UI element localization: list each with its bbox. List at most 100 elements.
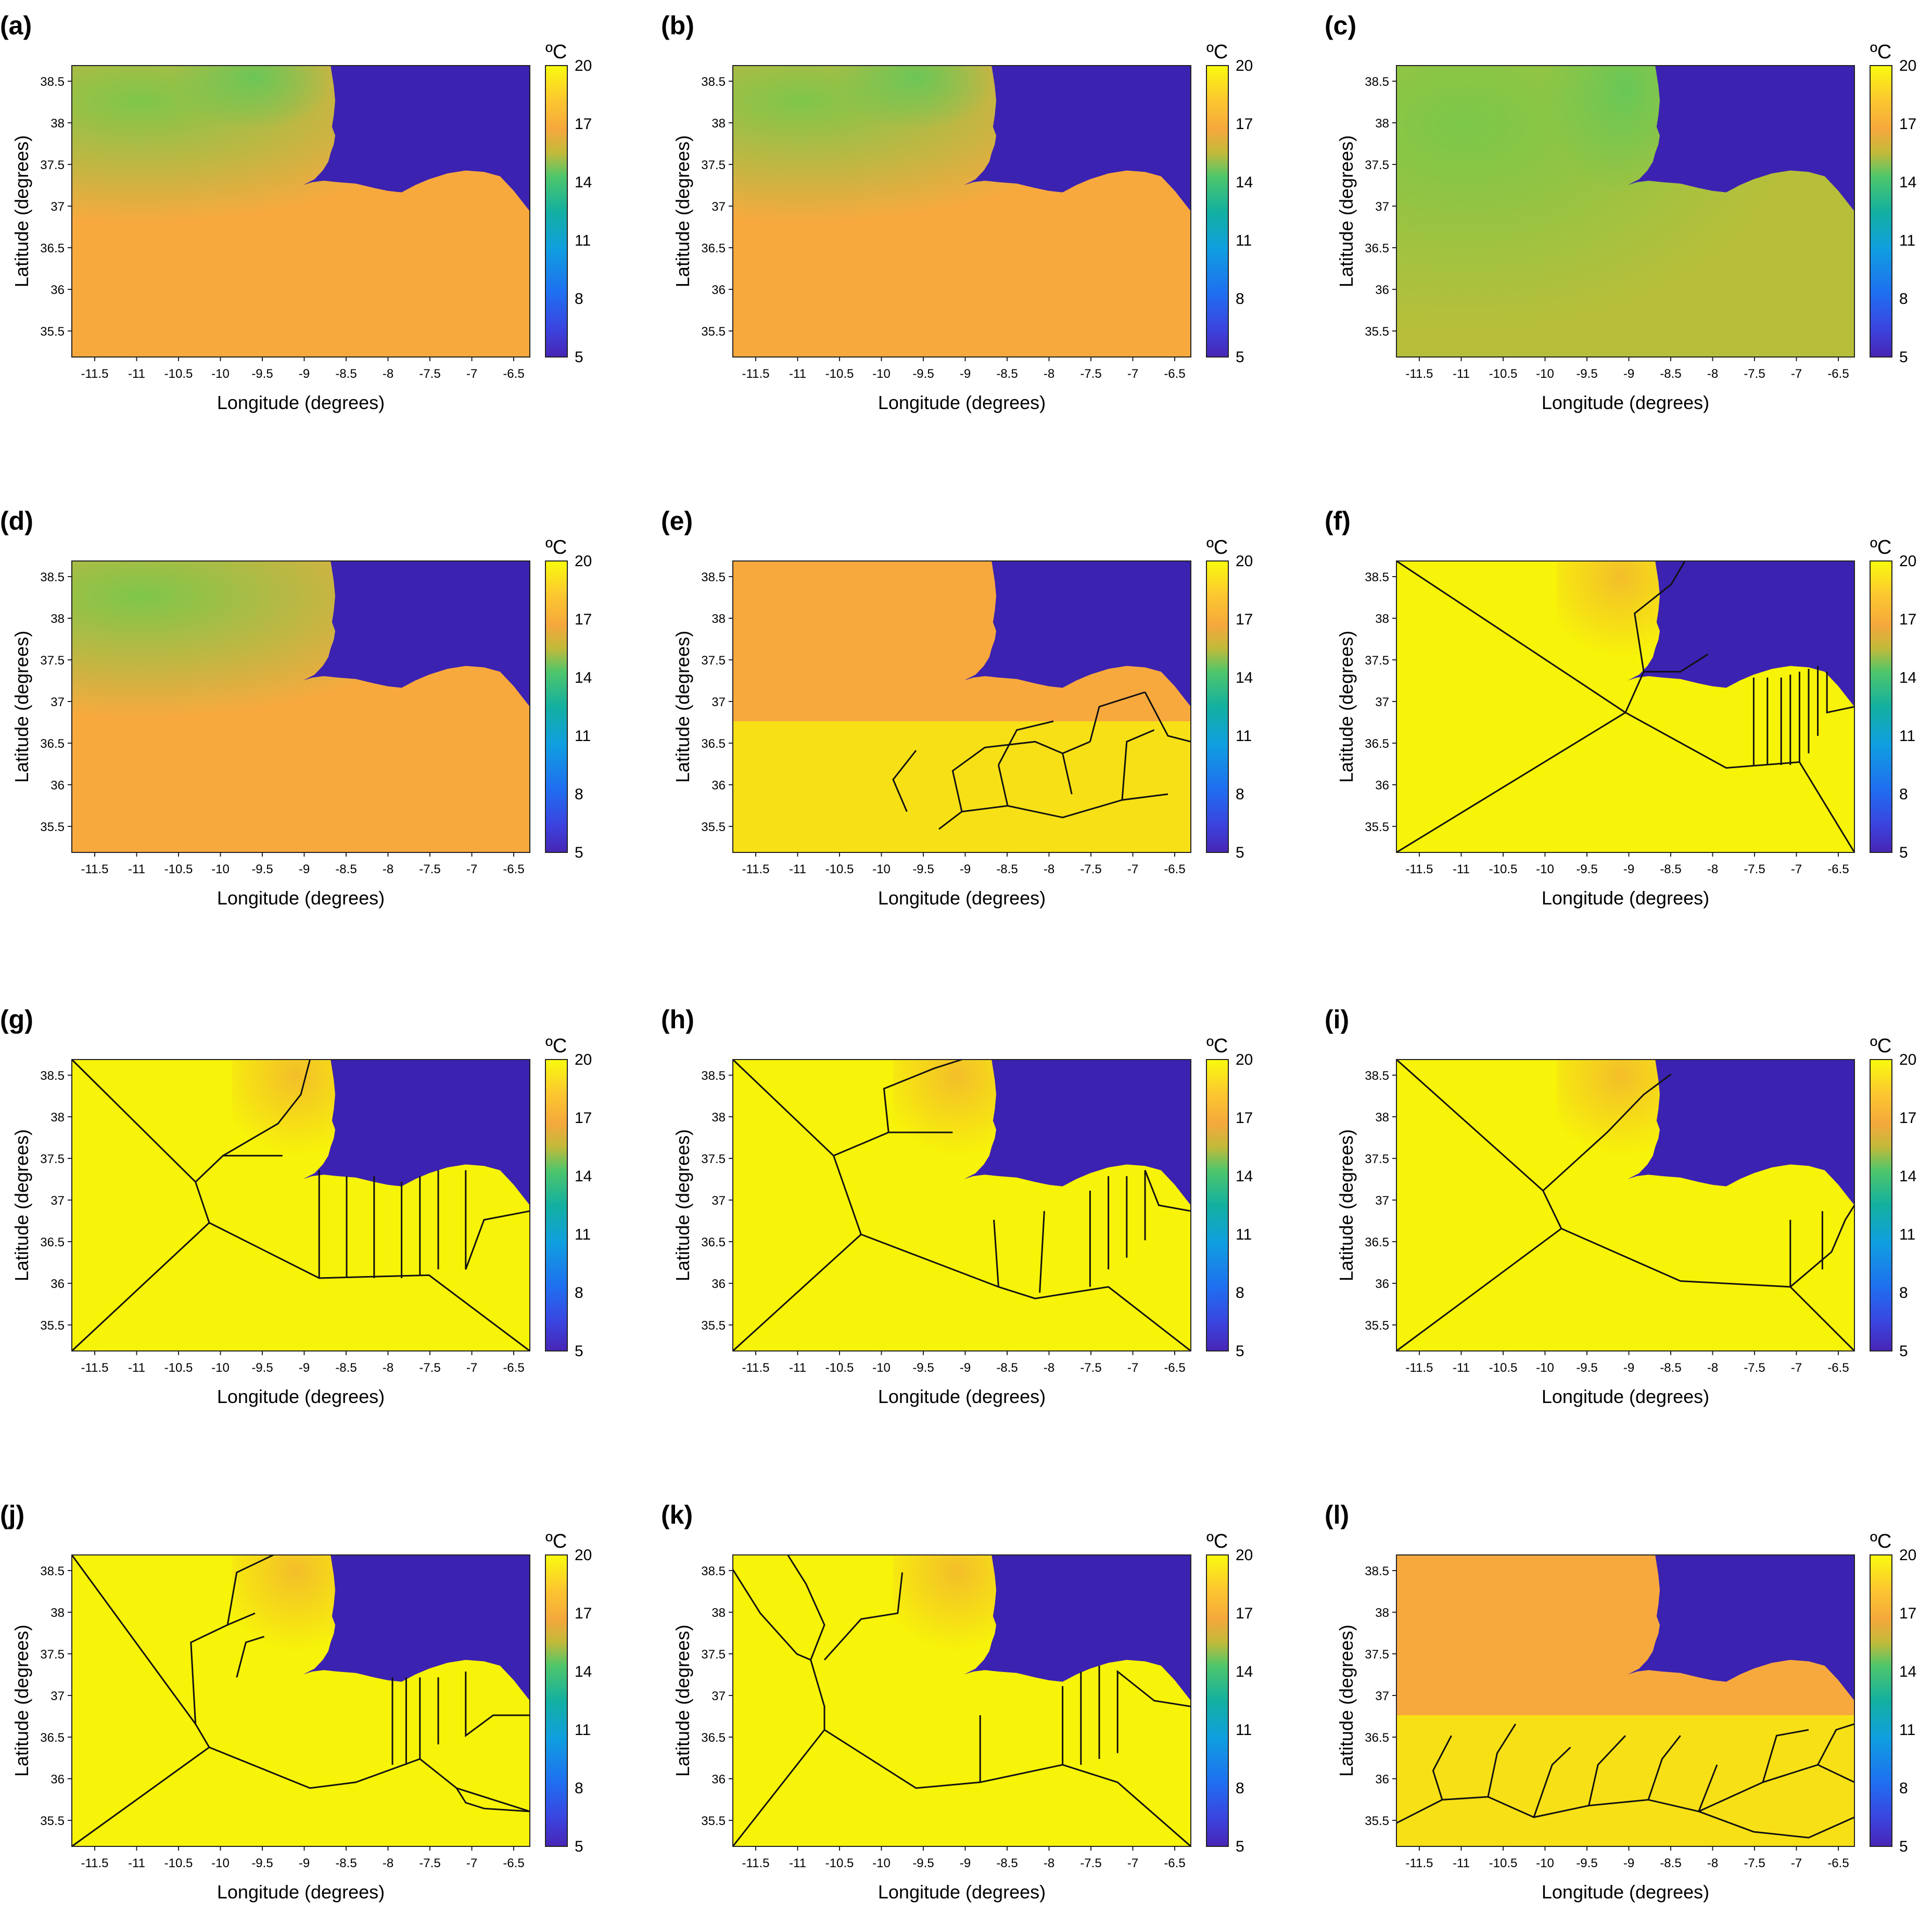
segmented-region — [733, 721, 1191, 852]
x-tick-label: -7.5 — [1744, 367, 1765, 381]
colorbar-tick-label: 20 — [575, 1051, 592, 1068]
y-tick-label: 38 — [50, 612, 65, 626]
x-tick-label: -8.5 — [1660, 1361, 1681, 1375]
x-tick-label: -9.5 — [251, 1856, 273, 1870]
x-tick-label: -9.5 — [912, 1856, 934, 1870]
x-tick-label: -11.5 — [1406, 1856, 1433, 1870]
x-tick-label: -7.5 — [1744, 862, 1765, 876]
x-tick-label: -8 — [1707, 1361, 1718, 1375]
x-tick-label: -11.5 — [742, 1856, 770, 1870]
colorbar-tick-label: 14 — [1899, 1663, 1916, 1680]
colorbar-tick-label: 11 — [575, 1226, 591, 1243]
x-tick-label: -10 — [872, 1361, 891, 1375]
y-tick-label: 37.5 — [40, 158, 65, 172]
y-tick-label: 38.5 — [701, 75, 726, 89]
x-tick-label: -11.5 — [81, 367, 109, 381]
x-axis-label: Longitude (degrees) — [1542, 887, 1709, 909]
panel-l: (l) -11.5 -11 -10.5 -10 -9.5 -9 -8.5 -8 -7.5 -7 -6.… — [1325, 1500, 1916, 1903]
x-tick-label: -9.5 — [912, 367, 934, 381]
segment-boundary — [1633, 560, 1686, 672]
y-tick-label: 35.5 — [40, 1814, 65, 1828]
colorbar-tick-label: 8 — [1899, 290, 1908, 308]
x-tick-label: -7.5 — [419, 1361, 440, 1375]
x-tick-label: -8.5 — [335, 862, 357, 876]
colorbar-tick-label: 5 — [1899, 349, 1908, 366]
x-tick-label: -8 — [1707, 1856, 1718, 1870]
panel-grid: (a) -11.5 -11 -10.5 -10 -9.5 -9 -8.5 -8 -7.5 -7 -6.… — [0, 11, 1916, 1903]
y-tick-label: 38.5 — [701, 570, 726, 584]
y-tick-label: 38 — [1375, 117, 1389, 131]
y-tick-label: 38.5 — [40, 1069, 65, 1083]
land-mask — [303, 1555, 530, 1701]
colorbar-tick-label: 17 — [575, 1605, 592, 1622]
x-tick-label: -9.5 — [1576, 1856, 1597, 1870]
colorbar: 20 17 14 11 8 5 ºC — [545, 1531, 592, 1855]
colorbar-tick-label: 17 — [1236, 611, 1253, 628]
colorbar-gradient — [545, 1554, 568, 1847]
colorbar-tick-label: 11 — [1236, 232, 1252, 249]
colorbar-tick-label: 20 — [575, 553, 592, 570]
y-axis-label: Latitude (degrees) — [11, 135, 32, 287]
colorbar-tick-label: 8 — [575, 1284, 583, 1302]
colorbar: 20 17 14 11 8 5 ºC — [545, 1035, 592, 1360]
x-tick-label: -7 — [1791, 367, 1802, 381]
land-mask — [964, 561, 1191, 707]
segment-boundary — [824, 1729, 1191, 1847]
colorbar-tick-label: 20 — [1236, 57, 1253, 74]
panel-label: (c) — [1325, 11, 1356, 40]
segment-boundary — [1789, 1205, 1855, 1287]
x-tick-label: -11.5 — [1406, 862, 1433, 876]
panel-label: (a) — [0, 11, 32, 40]
panel-g: (g) -11.5 -11 -10.5 -10 -9.5 -9 -8.5 -8 -7.5 -7 -6.… — [0, 1005, 592, 1407]
colorbar-tick-label: 20 — [575, 57, 592, 74]
map-plot: -11.5 -11 -10.5 -10 -9.5 -9 -8.5 -8 -7.5 -7 -6.5 38… — [1336, 65, 1855, 413]
colorbar-unit: ºC — [545, 1035, 567, 1057]
y-axis-label: Latitude (degrees) — [672, 1625, 693, 1777]
colorbar-tick-label: 17 — [1236, 116, 1253, 133]
x-tick-label: -7 — [1127, 367, 1138, 381]
segment-boundary — [1116, 1669, 1191, 1753]
y-tick-label: 36 — [711, 1277, 726, 1291]
x-tick-label: -10 — [872, 367, 891, 381]
colorbar-tick-label: 20 — [1899, 1547, 1916, 1564]
y-tick-label: 36.5 — [1365, 241, 1389, 256]
x-tick-label: -11 — [1453, 1361, 1470, 1375]
x-tick-label: -11 — [1453, 1856, 1470, 1870]
y-tick-label: 37 — [50, 695, 65, 709]
segment-boundary — [997, 764, 1009, 806]
panel-j: (j) -11.5 -11 -10.5 -10 -9.5 -9 -8.5 -8 -7.5 -7 -6.… — [0, 1500, 592, 1903]
y-tick-label: 37 — [711, 1689, 726, 1703]
x-tick-label: -11 — [789, 1856, 806, 1870]
colorbar-gradient — [545, 65, 568, 358]
y-tick-label: 36.5 — [1365, 737, 1389, 751]
y-tick-label: 37.5 — [1365, 158, 1389, 172]
x-tick-label: -9 — [1623, 862, 1634, 876]
colorbar-gradient — [1206, 1554, 1229, 1847]
colorbar-tick-label: 8 — [1899, 786, 1908, 803]
segment-boundary — [892, 750, 917, 812]
colorbar-tick-label: 14 — [575, 1663, 592, 1680]
segment-boundary — [1817, 1723, 1855, 1765]
land-mask — [303, 66, 530, 211]
colorbar-tick-label: 14 — [575, 1168, 592, 1185]
y-tick-label: 36 — [1375, 1772, 1389, 1787]
x-tick-label: -9 — [299, 862, 310, 876]
colorbar-tick-label: 11 — [575, 728, 591, 745]
colorbar: 20 17 14 11 8 5 ºC — [1870, 1531, 1916, 1855]
colorbar-gradient — [1206, 1059, 1229, 1351]
x-tick-label: -9.5 — [1576, 1361, 1597, 1375]
segment-boundary — [1826, 671, 1855, 714]
colorbar-tick-label: 20 — [1236, 553, 1253, 570]
segment-boundary — [1533, 1746, 1571, 1818]
colorbar-tick-label: 20 — [1899, 553, 1916, 570]
colorbar-tick-label: 17 — [1899, 1109, 1916, 1127]
y-tick-label: 37 — [1375, 200, 1389, 214]
colorbar-tick-label: 11 — [1899, 1721, 1915, 1739]
panel-label: (l) — [1325, 1500, 1349, 1529]
x-tick-label: -10.5 — [164, 862, 193, 876]
y-tick-label: 38.5 — [40, 75, 65, 89]
segment-boundary — [209, 1746, 530, 1813]
colorbar-tick-label: 14 — [1899, 174, 1916, 191]
plot-frame — [71, 1554, 530, 1847]
y-tick-label: 36.5 — [40, 1731, 65, 1745]
